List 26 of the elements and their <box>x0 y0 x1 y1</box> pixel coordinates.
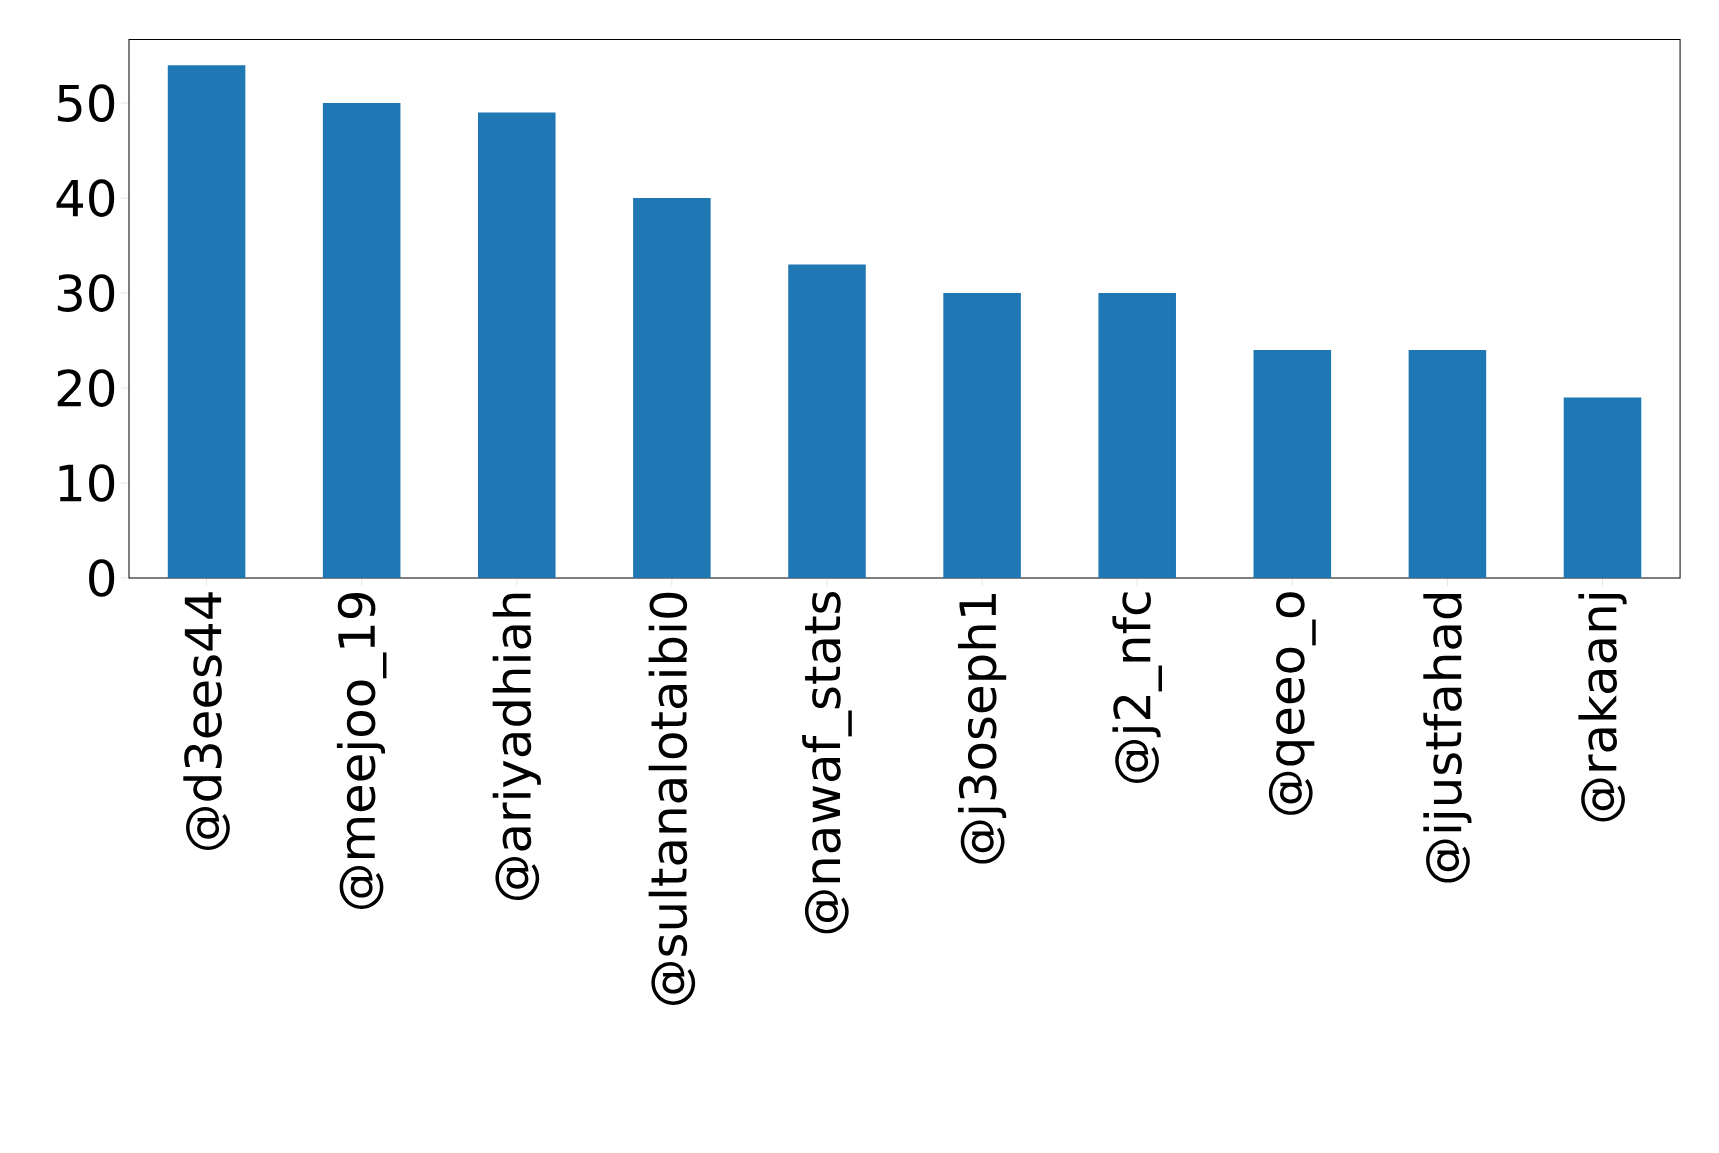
x-tick-label: @j2_nfc <box>1112 592 1162 783</box>
bar <box>322 103 401 578</box>
y-tick-label: 40 <box>56 179 115 217</box>
y-tick-label: 10 <box>59 464 115 502</box>
bar <box>633 198 711 578</box>
bar <box>167 65 246 578</box>
bar <box>1253 350 1332 578</box>
x-tick-label: @j3oseph1 <box>957 594 1007 864</box>
bar <box>477 112 556 578</box>
y-tick-label: 20 <box>57 369 115 407</box>
x-tick-label: @nawaf_stats <box>802 591 852 934</box>
y-tick-label: 50 <box>57 84 115 122</box>
y-tick-label: 0 <box>89 559 115 597</box>
x-tick-label: @d3ees44 <box>183 592 230 850</box>
bar <box>1098 293 1176 578</box>
x-tick-label: @ariyadhiah <box>492 593 541 901</box>
y-tick-label: 30 <box>57 274 115 312</box>
x-tick-label: @rakaanj <box>1578 594 1627 822</box>
x-tick-label: @meejoo_19 <box>336 593 387 909</box>
bar <box>943 293 1021 578</box>
bar <box>1563 397 1642 578</box>
x-tick-label: @ijustfahad <box>1423 593 1472 883</box>
x-tick-label: @sultanalotaibi0 <box>648 592 696 1005</box>
bar <box>788 264 866 578</box>
x-tick-label: @qeeo_o <box>1268 592 1316 815</box>
bar <box>1408 350 1487 578</box>
